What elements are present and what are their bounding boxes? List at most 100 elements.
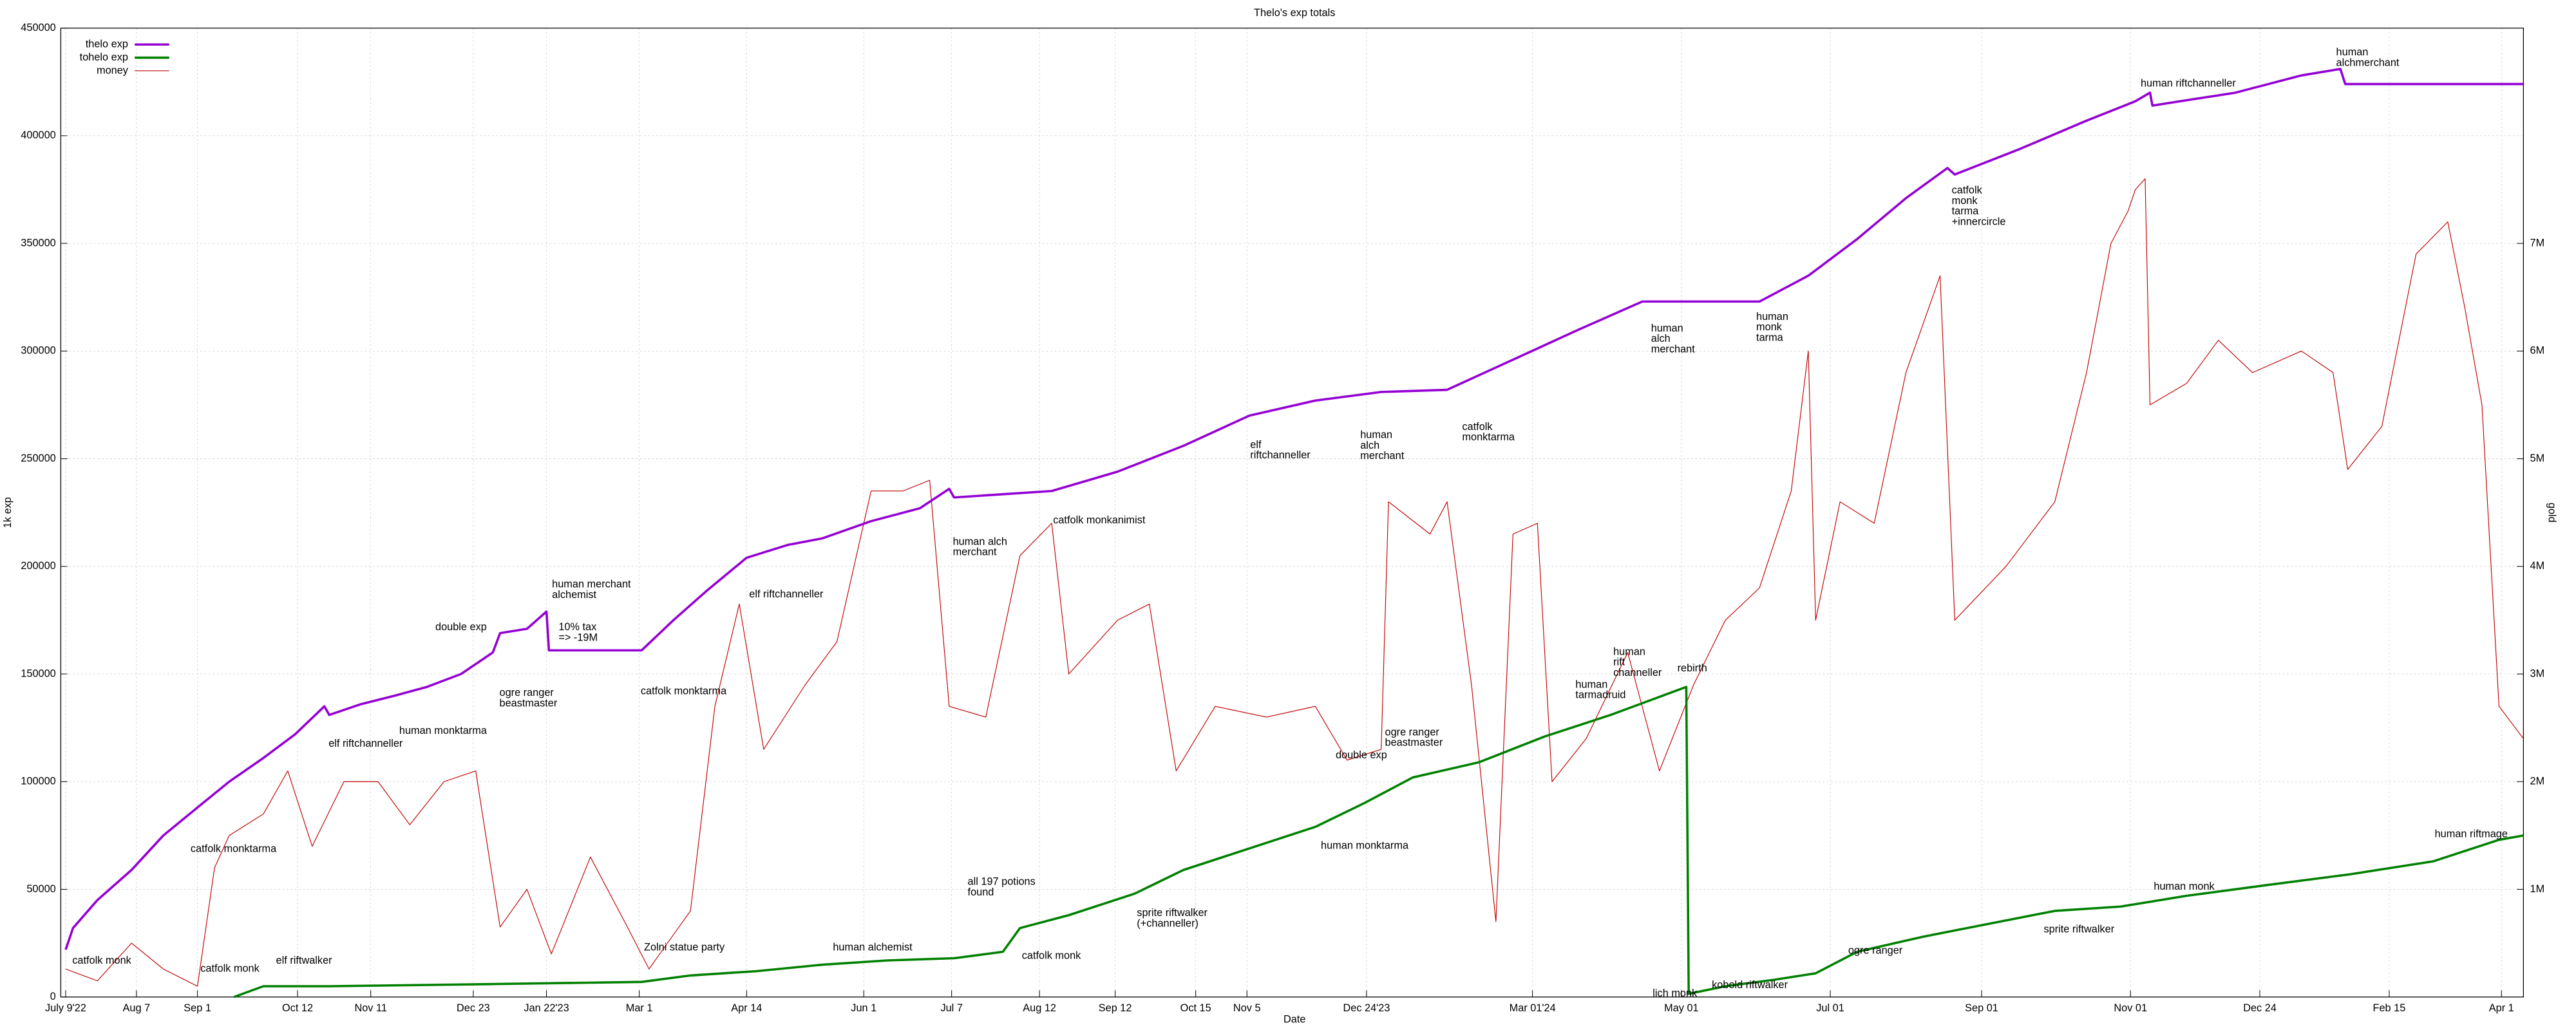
annotation: riftchanneller (1250, 449, 1311, 461)
series-line (233, 686, 2524, 998)
y-tick-label: 0 (50, 991, 56, 1002)
y-tick-label: 200000 (21, 560, 55, 572)
x-tick-label: Sep 01 (1965, 1002, 1998, 1014)
annotation: catfolk (1952, 184, 1983, 196)
annotation: alch (1651, 333, 1671, 344)
x-tick-label: May 01 (1664, 1002, 1699, 1014)
annotation: catfolk monk (200, 963, 260, 975)
annotation: human (1651, 323, 1683, 334)
annotation: alchemist (552, 589, 596, 601)
annotation: alchmerchant (2336, 57, 2400, 69)
annotation: catfolk (1462, 421, 1493, 433)
annotation: monk (1756, 321, 1783, 333)
annotation: lich monk (1653, 988, 1698, 999)
y-axis-title: 1k exp (2, 497, 14, 528)
annotation: ogre ranger (500, 687, 554, 698)
x-tick-label: Apr 1 (2489, 1002, 2514, 1014)
legend-label: tohelo exp (80, 52, 128, 63)
y-tick-label: 350000 (21, 237, 55, 248)
annotation: catfolk monkanimist (1053, 514, 1146, 526)
annotation: +innercircle (1952, 216, 2006, 227)
annotation: kobold riftwalker (1712, 979, 1788, 991)
annotation: double exp (435, 621, 487, 633)
x-tick-label: Nov 01 (2114, 1002, 2147, 1014)
y-tick-label: 100000 (21, 776, 55, 787)
x-tick-label: Apr 14 (731, 1002, 762, 1014)
x-tick-label: Dec 23 (457, 1002, 490, 1014)
annotation: human (1360, 429, 1392, 441)
x-tick-label: Jun 1 (851, 1002, 876, 1014)
annotation: monktarma (1462, 431, 1515, 443)
series-line (64, 68, 2524, 950)
annotation: catfolk monk (72, 955, 131, 966)
annotation: rift (1613, 657, 1625, 668)
annotation: ogre ranger (1848, 945, 1903, 957)
chart-title: Thelo's exp totals (1254, 7, 1335, 19)
legend-label: thelo exp (86, 38, 128, 50)
x-tick-label: Oct 12 (282, 1002, 313, 1014)
y2-tick-label: 1M (2530, 883, 2545, 895)
annotation: merchant (1651, 343, 1695, 355)
y2-tick-label: 6M (2530, 345, 2545, 357)
y-tick-label: 400000 (21, 129, 55, 141)
x-tick-label: Mar 01'24 (1510, 1002, 1556, 1014)
x-tick-label: Feb 15 (2373, 1002, 2406, 1014)
annotation: human merchant (552, 579, 631, 590)
annotation: tarma (1756, 332, 1784, 344)
annotation: rebirth (1678, 662, 1707, 674)
annotation: sprite riftwalker (1137, 907, 1208, 919)
annotation: human riftmage (2435, 828, 2508, 839)
y2-axis-title: gold (2546, 503, 2557, 523)
annotation: => -19M (558, 632, 598, 643)
annotation: catfolk monktarma (641, 686, 727, 697)
annotation: ogre ranger (1385, 726, 1440, 738)
annotation: human alchemist (833, 942, 913, 953)
x-tick-label: July 9'22 (45, 1002, 86, 1014)
annotation: human alch (953, 536, 1007, 547)
x-tick-label: Dec 24'23 (1343, 1002, 1390, 1014)
annotation: double exp (1336, 749, 1387, 761)
x-axis-title: Date (1283, 1014, 1305, 1025)
annotation: catfolk monk (1022, 950, 1081, 961)
annotation: found (968, 886, 994, 898)
x-tick-label: Dec 24 (2243, 1002, 2277, 1014)
annotation: human (1756, 311, 1788, 323)
y2-tick-label: 5M (2530, 453, 2545, 464)
x-tick-label: Sep 12 (1099, 1002, 1132, 1014)
y2-tick-label: 4M (2530, 560, 2545, 572)
annotation: elf (1250, 439, 1262, 451)
annotation: all 197 potions (968, 876, 1036, 887)
annotation: elf riftwalker (276, 955, 333, 966)
annotation: tarma (1952, 205, 1980, 217)
annotation: 10% tax (558, 621, 596, 633)
annotation: (+channeller) (1137, 917, 1198, 929)
x-tick-label: Aug 12 (1023, 1002, 1056, 1014)
annotation: human riftchanneller (2141, 78, 2236, 89)
y2-tick-label: 3M (2530, 668, 2545, 679)
x-tick-label: Aug 7 (123, 1002, 151, 1014)
x-tick-label: Jul 01 (1816, 1002, 1844, 1014)
y-tick-label: 50000 (26, 883, 55, 895)
series-line (65, 178, 2524, 987)
annotation: Zolni statue party (644, 942, 725, 953)
y2-tick-label: 2M (2530, 776, 2545, 787)
annotation: human (1575, 679, 1607, 690)
annotation: human (1613, 646, 1645, 657)
annotation: elf riftchanneller (328, 738, 403, 749)
x-tick-label: Oct 15 (1180, 1002, 1211, 1014)
annotation: merchant (1360, 450, 1404, 462)
y2-tick-label: 7M (2530, 237, 2545, 248)
x-tick-label: Mar 1 (626, 1002, 653, 1014)
legend-label: money (97, 64, 129, 76)
annotation: human monktarma (399, 725, 488, 736)
x-tick-label: Jul 7 (940, 1002, 962, 1014)
x-tick-label: Nov 11 (354, 1002, 386, 1014)
y-tick-label: 250000 (21, 453, 55, 464)
y-tick-label: 150000 (21, 668, 55, 679)
annotation: elf riftchanneller (749, 588, 824, 600)
y-tick-label: 300000 (21, 345, 55, 357)
plot-frame (60, 27, 2524, 998)
